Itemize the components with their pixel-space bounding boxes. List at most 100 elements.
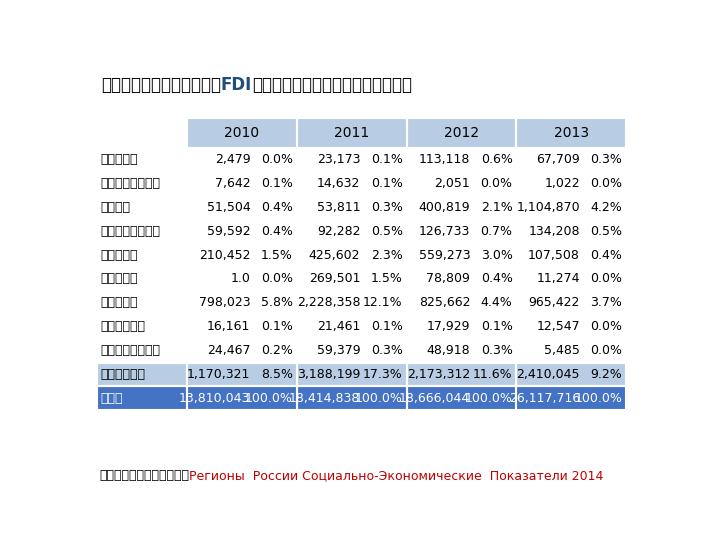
- Text: 1,022: 1,022: [545, 177, 580, 190]
- Text: 113,118: 113,118: [418, 153, 470, 166]
- Text: 100.0%: 100.0%: [575, 392, 622, 405]
- Text: 7,642: 7,642: [215, 177, 250, 190]
- Text: 126,733: 126,733: [418, 224, 470, 238]
- Text: ハバロフスク地方: ハバロフスク地方: [101, 224, 161, 238]
- Text: 極東連邦管区: 極東連邦管区: [101, 368, 146, 381]
- Text: 3.0%: 3.0%: [481, 248, 512, 262]
- Bar: [297, 267, 407, 291]
- Text: 極東連邦管区の各地域への: 極東連邦管区の各地域への: [101, 76, 221, 94]
- Bar: [407, 119, 517, 148]
- Text: 9.2%: 9.2%: [591, 368, 622, 381]
- Text: 5,485: 5,485: [544, 344, 580, 357]
- Text: 51,504: 51,504: [207, 201, 250, 214]
- Text: 24,467: 24,467: [207, 344, 250, 357]
- Text: Регионы  России Социально-Экономические  Показатели 2014: Регионы России Социально-Экономические П…: [189, 469, 604, 482]
- Text: 0.4%: 0.4%: [481, 272, 512, 286]
- Text: 0.6%: 0.6%: [481, 153, 512, 166]
- Bar: [517, 267, 626, 291]
- Text: 8.5%: 8.5%: [261, 368, 293, 381]
- Text: 4.2%: 4.2%: [591, 201, 622, 214]
- Text: 0.2%: 0.2%: [261, 344, 293, 357]
- Bar: [187, 291, 297, 315]
- Text: 0.1%: 0.1%: [371, 320, 402, 333]
- Text: 798,023: 798,023: [199, 296, 250, 309]
- Bar: [517, 219, 626, 243]
- Text: 0.0%: 0.0%: [261, 272, 293, 286]
- Bar: [407, 243, 517, 267]
- Text: 0.1%: 0.1%: [371, 177, 402, 190]
- Text: 53,811: 53,811: [317, 201, 360, 214]
- Text: 11,274: 11,274: [536, 272, 580, 286]
- Text: 1,170,321: 1,170,321: [187, 368, 250, 381]
- Text: 0.4%: 0.4%: [261, 201, 293, 214]
- Bar: [407, 291, 517, 315]
- Text: 0.0%: 0.0%: [590, 344, 622, 357]
- Bar: [297, 219, 407, 243]
- Bar: [97, 172, 187, 196]
- Text: 0.0%: 0.0%: [590, 320, 622, 333]
- Bar: [97, 119, 187, 148]
- Bar: [517, 196, 626, 219]
- Text: 2010: 2010: [224, 126, 259, 140]
- Bar: [297, 291, 407, 315]
- Text: 2012: 2012: [444, 126, 479, 140]
- Text: 4.4%: 4.4%: [481, 296, 512, 309]
- Text: 269,501: 269,501: [308, 272, 360, 286]
- Text: 26,117,716: 26,117,716: [509, 392, 580, 405]
- Text: 0.3%: 0.3%: [481, 344, 512, 357]
- Text: 18,666,044: 18,666,044: [399, 392, 470, 405]
- Text: 1.5%: 1.5%: [261, 248, 293, 262]
- Text: 0.4%: 0.4%: [590, 248, 622, 262]
- Text: 2,479: 2,479: [215, 153, 250, 166]
- Bar: [97, 267, 187, 291]
- Bar: [97, 196, 187, 219]
- Text: カムチャッカ地方: カムチャッカ地方: [101, 177, 161, 190]
- Bar: [517, 243, 626, 267]
- Bar: [97, 243, 187, 267]
- Bar: [407, 387, 517, 411]
- Bar: [407, 196, 517, 219]
- Bar: [407, 339, 517, 363]
- Text: 100.0%: 100.0%: [465, 392, 512, 405]
- Text: 0.5%: 0.5%: [371, 224, 402, 238]
- Text: 2,228,358: 2,228,358: [297, 296, 360, 309]
- Bar: [187, 219, 297, 243]
- Bar: [187, 148, 297, 172]
- Text: 0.7%: 0.7%: [480, 224, 512, 238]
- Text: 0.0%: 0.0%: [480, 177, 512, 190]
- Bar: [97, 148, 187, 172]
- Text: 沿海地方: 沿海地方: [101, 201, 131, 214]
- Bar: [297, 243, 407, 267]
- Bar: [517, 315, 626, 339]
- Text: 額と対ロシア全域構成比（千ドル）: 額と対ロシア全域構成比（千ドル）: [252, 76, 412, 94]
- Text: 59,379: 59,379: [317, 344, 360, 357]
- Text: 2,051: 2,051: [435, 177, 470, 190]
- Bar: [297, 387, 407, 411]
- Text: 0.4%: 0.4%: [261, 224, 293, 238]
- Text: 0.3%: 0.3%: [371, 344, 402, 357]
- Text: サハ共和国: サハ共和国: [101, 153, 138, 166]
- Bar: [97, 387, 187, 411]
- Text: 21,461: 21,461: [317, 320, 360, 333]
- Bar: [97, 219, 187, 243]
- Bar: [517, 291, 626, 315]
- Bar: [517, 387, 626, 411]
- Text: 92,282: 92,282: [317, 224, 360, 238]
- Bar: [407, 315, 517, 339]
- Bar: [297, 119, 407, 148]
- Bar: [97, 363, 187, 387]
- Text: 0.1%: 0.1%: [261, 177, 293, 190]
- Text: 48,918: 48,918: [426, 344, 470, 357]
- Text: 18,414,838: 18,414,838: [289, 392, 360, 405]
- Text: チュコト自治管区: チュコト自治管区: [101, 344, 161, 357]
- Bar: [297, 363, 407, 387]
- Text: 0.1%: 0.1%: [371, 153, 402, 166]
- Text: 0.3%: 0.3%: [371, 201, 402, 214]
- Bar: [97, 291, 187, 315]
- Bar: [517, 172, 626, 196]
- Bar: [97, 315, 187, 339]
- Text: 5.8%: 5.8%: [261, 296, 293, 309]
- Text: サハリン州: サハリン州: [101, 296, 138, 309]
- Text: マガダン州: マガダン州: [101, 272, 138, 286]
- Bar: [517, 148, 626, 172]
